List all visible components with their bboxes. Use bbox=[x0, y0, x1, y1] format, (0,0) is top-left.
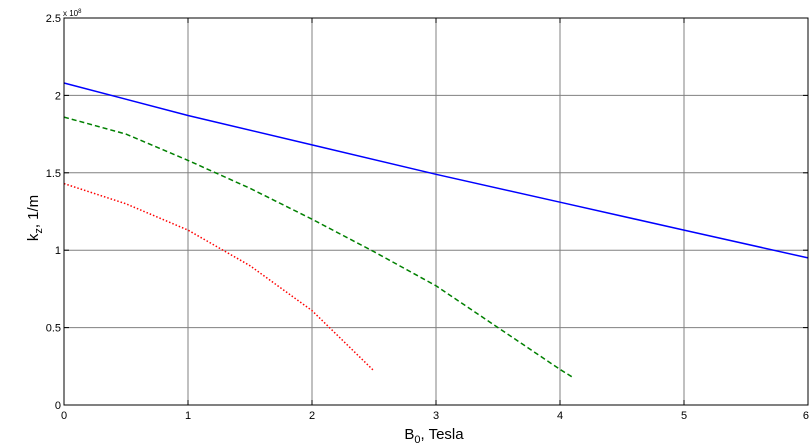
y-tick-label: 0 bbox=[55, 400, 61, 412]
y-axis-label: kz, 1/m bbox=[25, 195, 45, 241]
y-tick-labels: 0 0.5 1 1.5 2 2.5 bbox=[46, 13, 61, 412]
x-tick-label: 3 bbox=[433, 410, 439, 422]
y-tick-label: 1 bbox=[55, 245, 61, 257]
grid-lines bbox=[64, 18, 808, 405]
y-tick-label: 0.5 bbox=[46, 323, 61, 335]
x-tick-label: 4 bbox=[557, 410, 563, 422]
series-line-1 bbox=[63, 82, 809, 259]
x-tick-labels: 0 1 2 3 4 5 6 bbox=[61, 410, 809, 422]
x-tick-label: 0 bbox=[61, 410, 67, 422]
x-axis-label: B0, Tesla bbox=[404, 426, 464, 444]
tick-marks bbox=[63, 17, 809, 406]
x-tick-label: 2 bbox=[309, 410, 315, 422]
y-tick-label: 2.5 bbox=[46, 13, 61, 25]
y-tick-label: 2 bbox=[55, 90, 61, 102]
y-exponent-label: x 108 bbox=[63, 9, 82, 18]
x-tick-label: 6 bbox=[803, 410, 809, 422]
series-line-3 bbox=[63, 182, 375, 372]
x-tick-label: 5 bbox=[681, 410, 687, 422]
x-tick-label: 1 bbox=[185, 410, 191, 422]
y-tick-label: 1.5 bbox=[46, 168, 61, 180]
series-group bbox=[63, 82, 809, 378]
series-line-2 bbox=[63, 116, 573, 378]
